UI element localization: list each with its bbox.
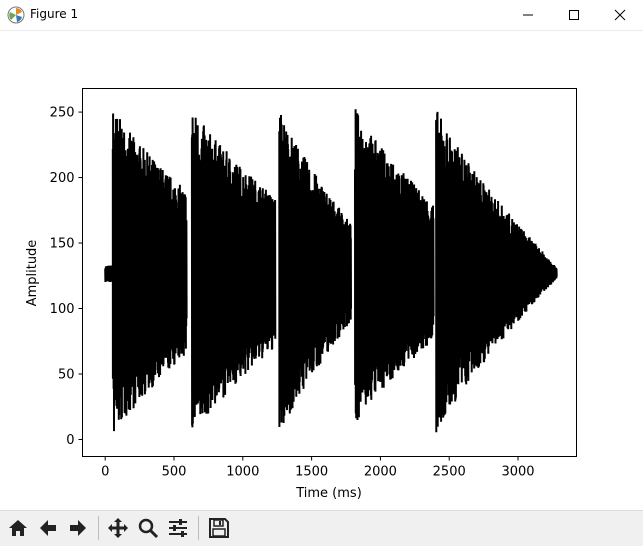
home-button[interactable] bbox=[4, 514, 32, 542]
window-title: Figure 1 bbox=[30, 7, 79, 21]
navigation-toolbar bbox=[0, 510, 643, 546]
configure-subplots-button[interactable] bbox=[164, 514, 192, 542]
home-icon bbox=[9, 520, 27, 536]
forward-button[interactable] bbox=[64, 514, 92, 542]
pan-button[interactable] bbox=[104, 514, 132, 542]
y-axis-label: Amplitude bbox=[25, 240, 40, 307]
x-tick-label: 2500 bbox=[433, 465, 466, 480]
minimize-button[interactable] bbox=[505, 0, 551, 30]
maximize-icon bbox=[569, 10, 579, 20]
x-tick-label: 2000 bbox=[364, 465, 397, 480]
minimize-icon bbox=[523, 14, 533, 16]
x-tick-label: 0 bbox=[101, 465, 109, 480]
y-tick-label: 250 bbox=[50, 106, 75, 121]
x-tick-label: 1500 bbox=[295, 465, 328, 480]
y-tick-label: 50 bbox=[58, 367, 75, 382]
floppy-disk-icon bbox=[209, 518, 229, 538]
close-icon bbox=[614, 9, 626, 21]
sliders-icon bbox=[169, 519, 187, 537]
save-button[interactable] bbox=[205, 514, 233, 542]
x-axis-label: Time (ms) bbox=[295, 486, 362, 501]
title-bar: Figure 1 bbox=[0, 0, 643, 31]
magnifier-icon bbox=[138, 518, 159, 539]
waveform-segment bbox=[111, 113, 188, 432]
waveform-series bbox=[104, 109, 558, 433]
y-tick-label: 0 bbox=[66, 433, 74, 448]
back-button[interactable] bbox=[34, 514, 62, 542]
x-tick-label: 3000 bbox=[501, 465, 534, 480]
waveform-segment bbox=[278, 114, 352, 428]
y-tick-label: 100 bbox=[50, 302, 75, 317]
zoom-button[interactable] bbox=[134, 514, 162, 542]
arrow-left-icon bbox=[40, 520, 56, 536]
y-tick-label: 200 bbox=[50, 171, 75, 186]
y-tick-label: 150 bbox=[50, 237, 75, 252]
maximize-button[interactable] bbox=[551, 0, 597, 30]
waveform-segment bbox=[435, 111, 558, 433]
matplotlib-logo-icon bbox=[7, 6, 25, 24]
close-button[interactable] bbox=[597, 0, 643, 30]
waveform-segment bbox=[190, 117, 277, 428]
plot[interactable]: 0 500 1000 1500 2000 2500 3000 0 50 100 150 200 250… bbox=[0, 31, 643, 509]
toolbar-separator bbox=[98, 516, 99, 540]
arrow-right-icon bbox=[70, 520, 86, 536]
axes-frame bbox=[82, 88, 577, 457]
toolbar-separator bbox=[198, 516, 199, 540]
x-tick-label: 1000 bbox=[226, 465, 259, 480]
waveform-segment bbox=[104, 265, 114, 283]
move-icon bbox=[108, 518, 128, 538]
x-tick-label: 500 bbox=[162, 465, 187, 480]
figure-canvas[interactable]: 0 500 1000 1500 2000 2500 3000 0 50 100 150 200 250… bbox=[0, 31, 643, 509]
waveform-segment bbox=[354, 109, 435, 421]
